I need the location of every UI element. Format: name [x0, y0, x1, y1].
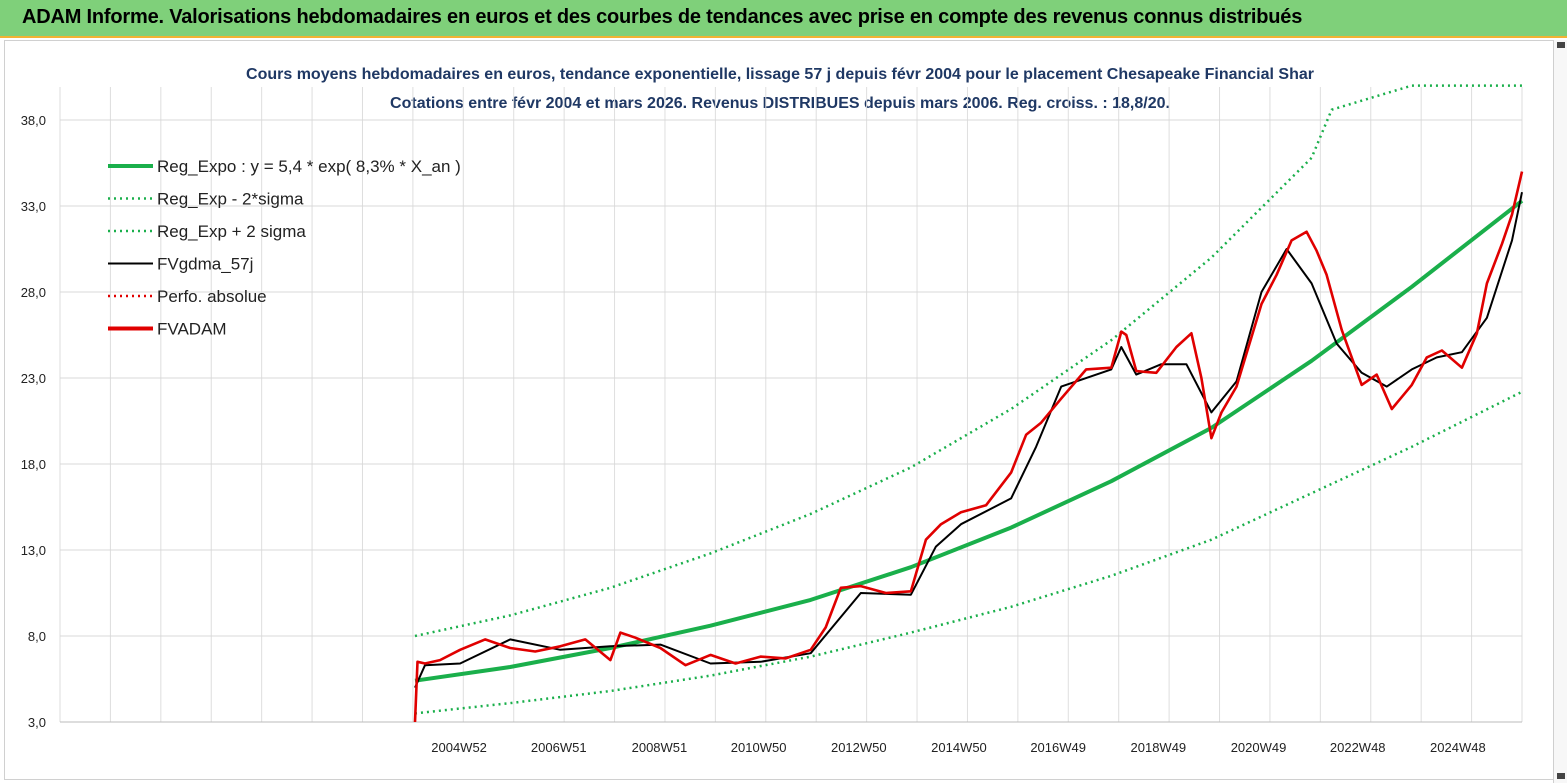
- grid-lines: [59, 87, 1523, 723]
- report-title: ADAM Informe. Valorisations hebdomadaire…: [22, 6, 1303, 28]
- y-tick-label: 23,0: [21, 371, 46, 386]
- y-tick-label: 8,0: [28, 629, 46, 644]
- x-tick-label: 2018W49: [1131, 740, 1187, 755]
- scroll-arrow-down-icon[interactable]: [1557, 773, 1565, 779]
- header-bar: ADAM Informe. Valorisations hebdomadaire…: [0, 0, 1567, 38]
- y-tick-label: 18,0: [21, 457, 46, 472]
- x-tick-label: 2014W50: [931, 740, 987, 755]
- series-layer: [413, 84, 1524, 723]
- scroll-arrow-up-icon[interactable]: [1557, 42, 1565, 48]
- series-line-1: [414, 390, 1523, 715]
- series-line-3: [414, 191, 1523, 689]
- x-tick-label: 2020W49: [1231, 740, 1287, 755]
- x-tick-label: 2006W51: [531, 740, 587, 755]
- legend-label: Reg_Exp - 2*sigma: [157, 190, 304, 209]
- y-tick-label: 28,0: [21, 285, 46, 300]
- x-tick-label: 2008W51: [632, 740, 688, 755]
- legend-label: FVgdma_57j: [157, 255, 253, 274]
- x-axis-labels: 2004W52 2006W51 2008W51 2010W50 2012W50 2014W…: [431, 740, 1485, 755]
- y-tick-label: 38,0: [21, 113, 46, 128]
- x-tick-label: 2024W48: [1430, 740, 1486, 755]
- chart-title: Cours moyens hebdomadaires en euros, ten…: [246, 66, 1314, 83]
- y-axis-labels: 3,0 8,0 13,0 18,0 23,0 28,0 33,0 38,0: [21, 113, 46, 730]
- legend: Reg_Expo : y = 5,4 * exp( 8,3% * X_an ) R…: [108, 157, 461, 339]
- x-tick-label: 2012W50: [831, 740, 887, 755]
- scrollbar[interactable]: [1553, 40, 1567, 783]
- y-tick-label: 33,0: [21, 199, 46, 214]
- series-line-0: [414, 199, 1524, 683]
- series-line-4: [413, 171, 1524, 723]
- y-tick-label: 13,0: [21, 543, 46, 558]
- x-tick-label: 2010W50: [731, 740, 787, 755]
- y-tick-label: 3,0: [28, 715, 46, 730]
- series-line-2: [414, 84, 1522, 638]
- legend-label: Reg_Expo : y = 5,4 * exp( 8,3% * X_an ): [157, 157, 461, 176]
- x-tick-label: 2016W49: [1030, 740, 1086, 755]
- x-tick-label: 2022W48: [1330, 740, 1386, 755]
- x-tick-label: 2004W52: [431, 740, 487, 755]
- legend-label: FVADAM: [157, 320, 227, 339]
- legend-label: Perfo. absolue: [157, 287, 267, 306]
- legend-label: Reg_Exp + 2 sigma: [157, 222, 306, 241]
- chart-subtitle: Cotations entre févr 2004 et mars 2026. …: [390, 95, 1170, 112]
